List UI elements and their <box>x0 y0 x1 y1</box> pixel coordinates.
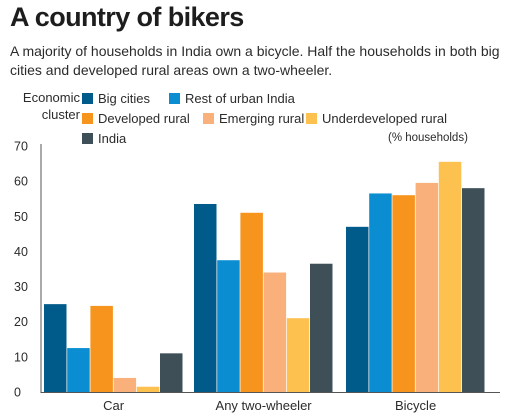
bar <box>160 353 183 392</box>
bar <box>194 203 217 392</box>
legend-item: Emerging rural <box>203 111 304 126</box>
bar <box>240 212 263 392</box>
bar <box>113 377 137 392</box>
bar <box>310 263 333 392</box>
legend-label: Developed rural <box>98 111 190 126</box>
unit-label: (% households) <box>388 132 468 144</box>
x-category-label: Any two-wheeler <box>216 398 313 413</box>
legend-item: Big cities <box>82 91 150 106</box>
bar <box>90 305 113 392</box>
legend-heading: Economic cluster <box>22 90 80 122</box>
legend-label: Rest of urban India <box>185 91 295 106</box>
legend-label: Emerging rural <box>219 111 305 126</box>
bar <box>67 348 90 392</box>
y-tick-label: 70 <box>14 140 28 154</box>
legend-label: Underdeveloped rural <box>322 111 448 126</box>
bar <box>438 161 462 392</box>
legend-item: Developed rural <box>82 111 190 126</box>
y-tick-label: 40 <box>14 245 28 259</box>
bar <box>392 195 415 392</box>
bar <box>217 260 240 392</box>
x-category-label: Car <box>103 398 125 413</box>
y-tick-label: 50 <box>14 210 28 224</box>
legend-label: Big cities <box>98 91 151 106</box>
chart-title: A country of bikers <box>10 2 244 32</box>
bar <box>346 226 369 392</box>
y-tick-label: 10 <box>14 350 28 364</box>
legend-swatch <box>82 133 93 144</box>
legend-swatch <box>306 113 317 124</box>
legend-swatch <box>82 113 93 124</box>
y-tick-label: 20 <box>14 315 28 329</box>
legend-label: India <box>98 131 127 146</box>
legend-swatch <box>169 93 180 104</box>
bar <box>286 318 310 392</box>
y-tick-label: 30 <box>14 280 28 294</box>
bar <box>136 386 160 392</box>
bar <box>44 304 67 392</box>
x-category-label: Bicycle <box>395 398 436 413</box>
bar <box>369 193 392 392</box>
bar <box>415 182 439 392</box>
y-tick-label: 0 <box>14 386 21 400</box>
y-tick-label: 60 <box>14 175 28 189</box>
legend-swatch <box>203 113 214 124</box>
legend-swatch <box>82 93 93 104</box>
bar <box>263 272 287 392</box>
legend-item: India <box>82 131 126 146</box>
bar <box>462 188 485 392</box>
legend-item: Rest of urban India <box>169 91 295 106</box>
legend-item: Underdeveloped rural <box>306 111 447 126</box>
chart-subtitle: A majority of households in India own a … <box>10 43 500 78</box>
